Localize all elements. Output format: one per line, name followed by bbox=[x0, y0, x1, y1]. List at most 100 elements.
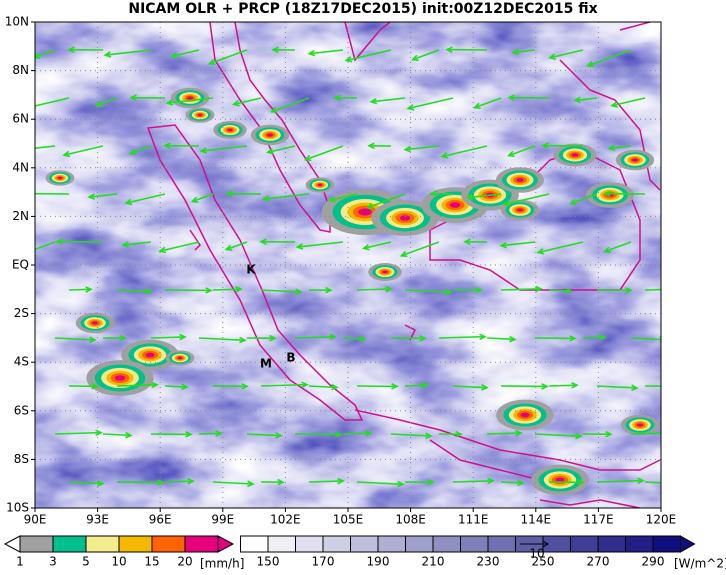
rain-cell bbox=[521, 413, 530, 418]
rain-cell bbox=[318, 184, 323, 186]
olr-level: 170 bbox=[312, 555, 335, 569]
colorbar-box bbox=[53, 536, 86, 552]
wind-arrow bbox=[357, 289, 391, 290]
colorbar-end bbox=[681, 536, 695, 552]
colorbar-box bbox=[433, 536, 461, 552]
rain-cell bbox=[58, 177, 63, 179]
rain-cell bbox=[267, 133, 273, 136]
lon-label: 93E bbox=[86, 513, 109, 527]
map-title: NICAM OLR + PRCP (18Z17DEC2015) init:00Z… bbox=[128, 1, 597, 17]
colorbar-box bbox=[461, 536, 489, 552]
rain-cell bbox=[146, 353, 155, 358]
lat-label: EQ bbox=[12, 258, 29, 272]
colorbar-box bbox=[406, 536, 434, 552]
precip-level: 20 bbox=[177, 555, 192, 569]
wind-arrow bbox=[309, 481, 343, 482]
rain-cell bbox=[637, 423, 643, 426]
colorbar-box bbox=[626, 536, 654, 552]
precip-level: 15 bbox=[144, 555, 159, 569]
lon-label: 90E bbox=[24, 513, 47, 527]
lon-label: 102E bbox=[270, 513, 301, 527]
colorbar-box bbox=[488, 536, 516, 552]
wind-arrow bbox=[549, 385, 577, 386]
precip-level: 10 bbox=[111, 555, 126, 569]
wind-arrow-head bbox=[666, 430, 671, 435]
colorbar-box bbox=[323, 536, 351, 552]
wind-arrow bbox=[343, 433, 371, 434]
olr-level: 190 bbox=[367, 555, 390, 569]
rain-cell bbox=[227, 129, 232, 132]
wind-arrow-head bbox=[27, 146, 33, 151]
lon-label: 99E bbox=[211, 513, 234, 527]
lat-label: 8N bbox=[12, 63, 29, 77]
rain-cell bbox=[358, 208, 372, 215]
rain-cell bbox=[572, 153, 579, 157]
colorbar-box bbox=[378, 536, 406, 552]
lat-label: 2S bbox=[14, 306, 29, 320]
colorbar-box bbox=[241, 536, 269, 552]
colorbar-box bbox=[185, 536, 218, 552]
colorbar-end bbox=[218, 536, 233, 552]
wind-arrow-head bbox=[662, 384, 667, 389]
lat-label: 10N bbox=[5, 15, 29, 29]
colorbar-box bbox=[86, 536, 119, 552]
precip-level: 3 bbox=[49, 555, 57, 569]
rain-cell bbox=[198, 114, 203, 116]
rain-cell bbox=[450, 202, 461, 208]
lon-label: 120E bbox=[646, 513, 677, 527]
map-area bbox=[23, 22, 691, 508]
olr-unit: [W/m^2] bbox=[674, 557, 726, 571]
colorbar-box bbox=[653, 536, 681, 552]
colorbar-end bbox=[5, 536, 20, 552]
rain-cell bbox=[516, 178, 524, 182]
colorbar-box bbox=[598, 536, 626, 552]
wind-arrow bbox=[487, 433, 521, 434]
lat-label: 8S bbox=[14, 452, 29, 466]
colorbar-box bbox=[152, 536, 185, 552]
wind-arrow-head bbox=[667, 481, 673, 486]
colorbar-box bbox=[351, 536, 379, 552]
lon-label: 105E bbox=[333, 513, 364, 527]
rain-cell bbox=[92, 321, 98, 324]
lat-label: 2N bbox=[12, 209, 29, 223]
lon-label: 108E bbox=[395, 513, 426, 527]
precip-unit: [mm/h] bbox=[200, 557, 244, 571]
lon-label: 114E bbox=[521, 513, 552, 527]
wind-arrow-head bbox=[23, 249, 29, 254]
wind-arrow-head bbox=[686, 286, 691, 291]
lat-label: 6S bbox=[14, 403, 29, 417]
rain-cell bbox=[632, 158, 638, 161]
wind-arrow bbox=[151, 337, 185, 338]
precip-level: 1 bbox=[16, 555, 24, 569]
vector-scale: 10 bbox=[529, 547, 544, 561]
wind-arrow bbox=[199, 433, 221, 434]
lat-label: 6N bbox=[12, 112, 29, 126]
rain-cell bbox=[382, 271, 387, 274]
colorbar-box bbox=[296, 536, 324, 552]
wind-arrow bbox=[405, 385, 427, 386]
colorbar-box bbox=[571, 536, 599, 552]
precip-level: 5 bbox=[82, 555, 90, 569]
olr-level: 210 bbox=[422, 555, 445, 569]
colorbar-box bbox=[119, 536, 152, 552]
colorbar-box bbox=[268, 536, 296, 552]
wind-arrow bbox=[213, 289, 241, 290]
wind-arrow bbox=[69, 289, 91, 290]
wind-arrow bbox=[165, 481, 193, 482]
lat-label: 4S bbox=[14, 355, 29, 369]
site-label: K bbox=[246, 263, 256, 277]
wind-arrow-head bbox=[23, 191, 28, 196]
lon-label: 117E bbox=[583, 513, 614, 527]
lon-label: 96E bbox=[149, 513, 172, 527]
lon-label: 111E bbox=[458, 513, 489, 527]
site-label: M bbox=[260, 357, 272, 371]
olr-level: 270 bbox=[587, 555, 610, 569]
wind-arrow bbox=[583, 337, 605, 338]
colorbar-box bbox=[20, 536, 53, 552]
olr-level: 290 bbox=[642, 555, 665, 569]
rain-cell bbox=[517, 208, 523, 211]
lat-label: 4N bbox=[12, 160, 29, 174]
rain-cell bbox=[115, 375, 126, 381]
olr-level: 150 bbox=[257, 555, 280, 569]
